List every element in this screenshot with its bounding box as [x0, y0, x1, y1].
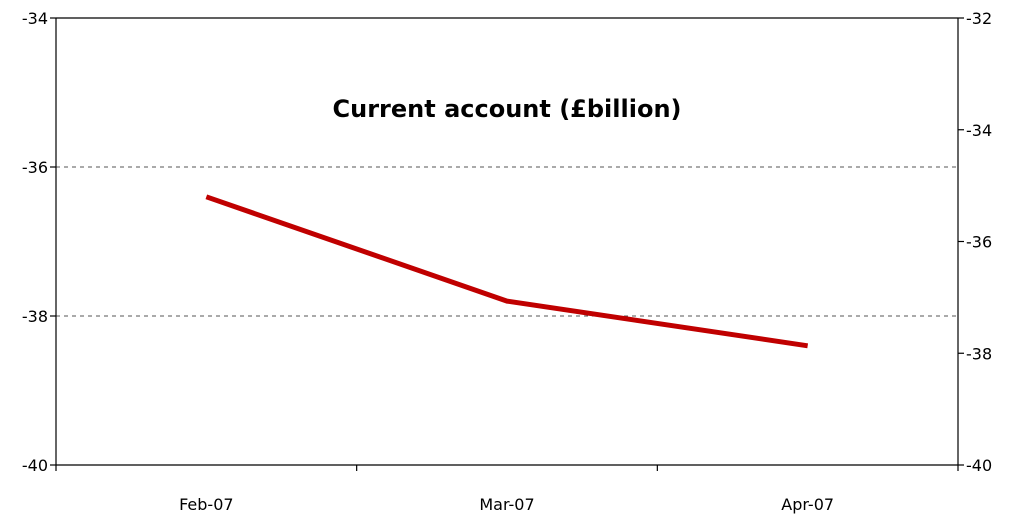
gridlines: [56, 166, 958, 317]
x-tick-label: Mar-07: [479, 495, 534, 514]
chart-title: Current account (£billion): [333, 95, 682, 123]
axes: [55, 17, 959, 466]
x-tick-label: Feb-07: [179, 495, 233, 514]
ticks: -40 -38 -36 -34 -40 -38 -36 -34 -32 Feb-07 Mar-07 A…: [22, 9, 992, 514]
series: [205, 194, 809, 349]
right-y-tick-label: -32: [966, 9, 992, 28]
x-tick-label: Apr-07: [781, 495, 834, 514]
right-y-tick-label: -40: [966, 456, 992, 475]
series-line: [205, 194, 809, 349]
right-y-tick-label: -34: [966, 121, 992, 140]
left-y-tick-label: -36: [22, 158, 48, 177]
left-y-tick-label: -34: [22, 9, 48, 28]
left-y-tick-label: -40: [22, 456, 48, 475]
right-y-tick-label: -36: [966, 233, 992, 252]
right-y-tick-label: -38: [966, 344, 992, 363]
left-y-tick-label: -38: [22, 307, 48, 326]
